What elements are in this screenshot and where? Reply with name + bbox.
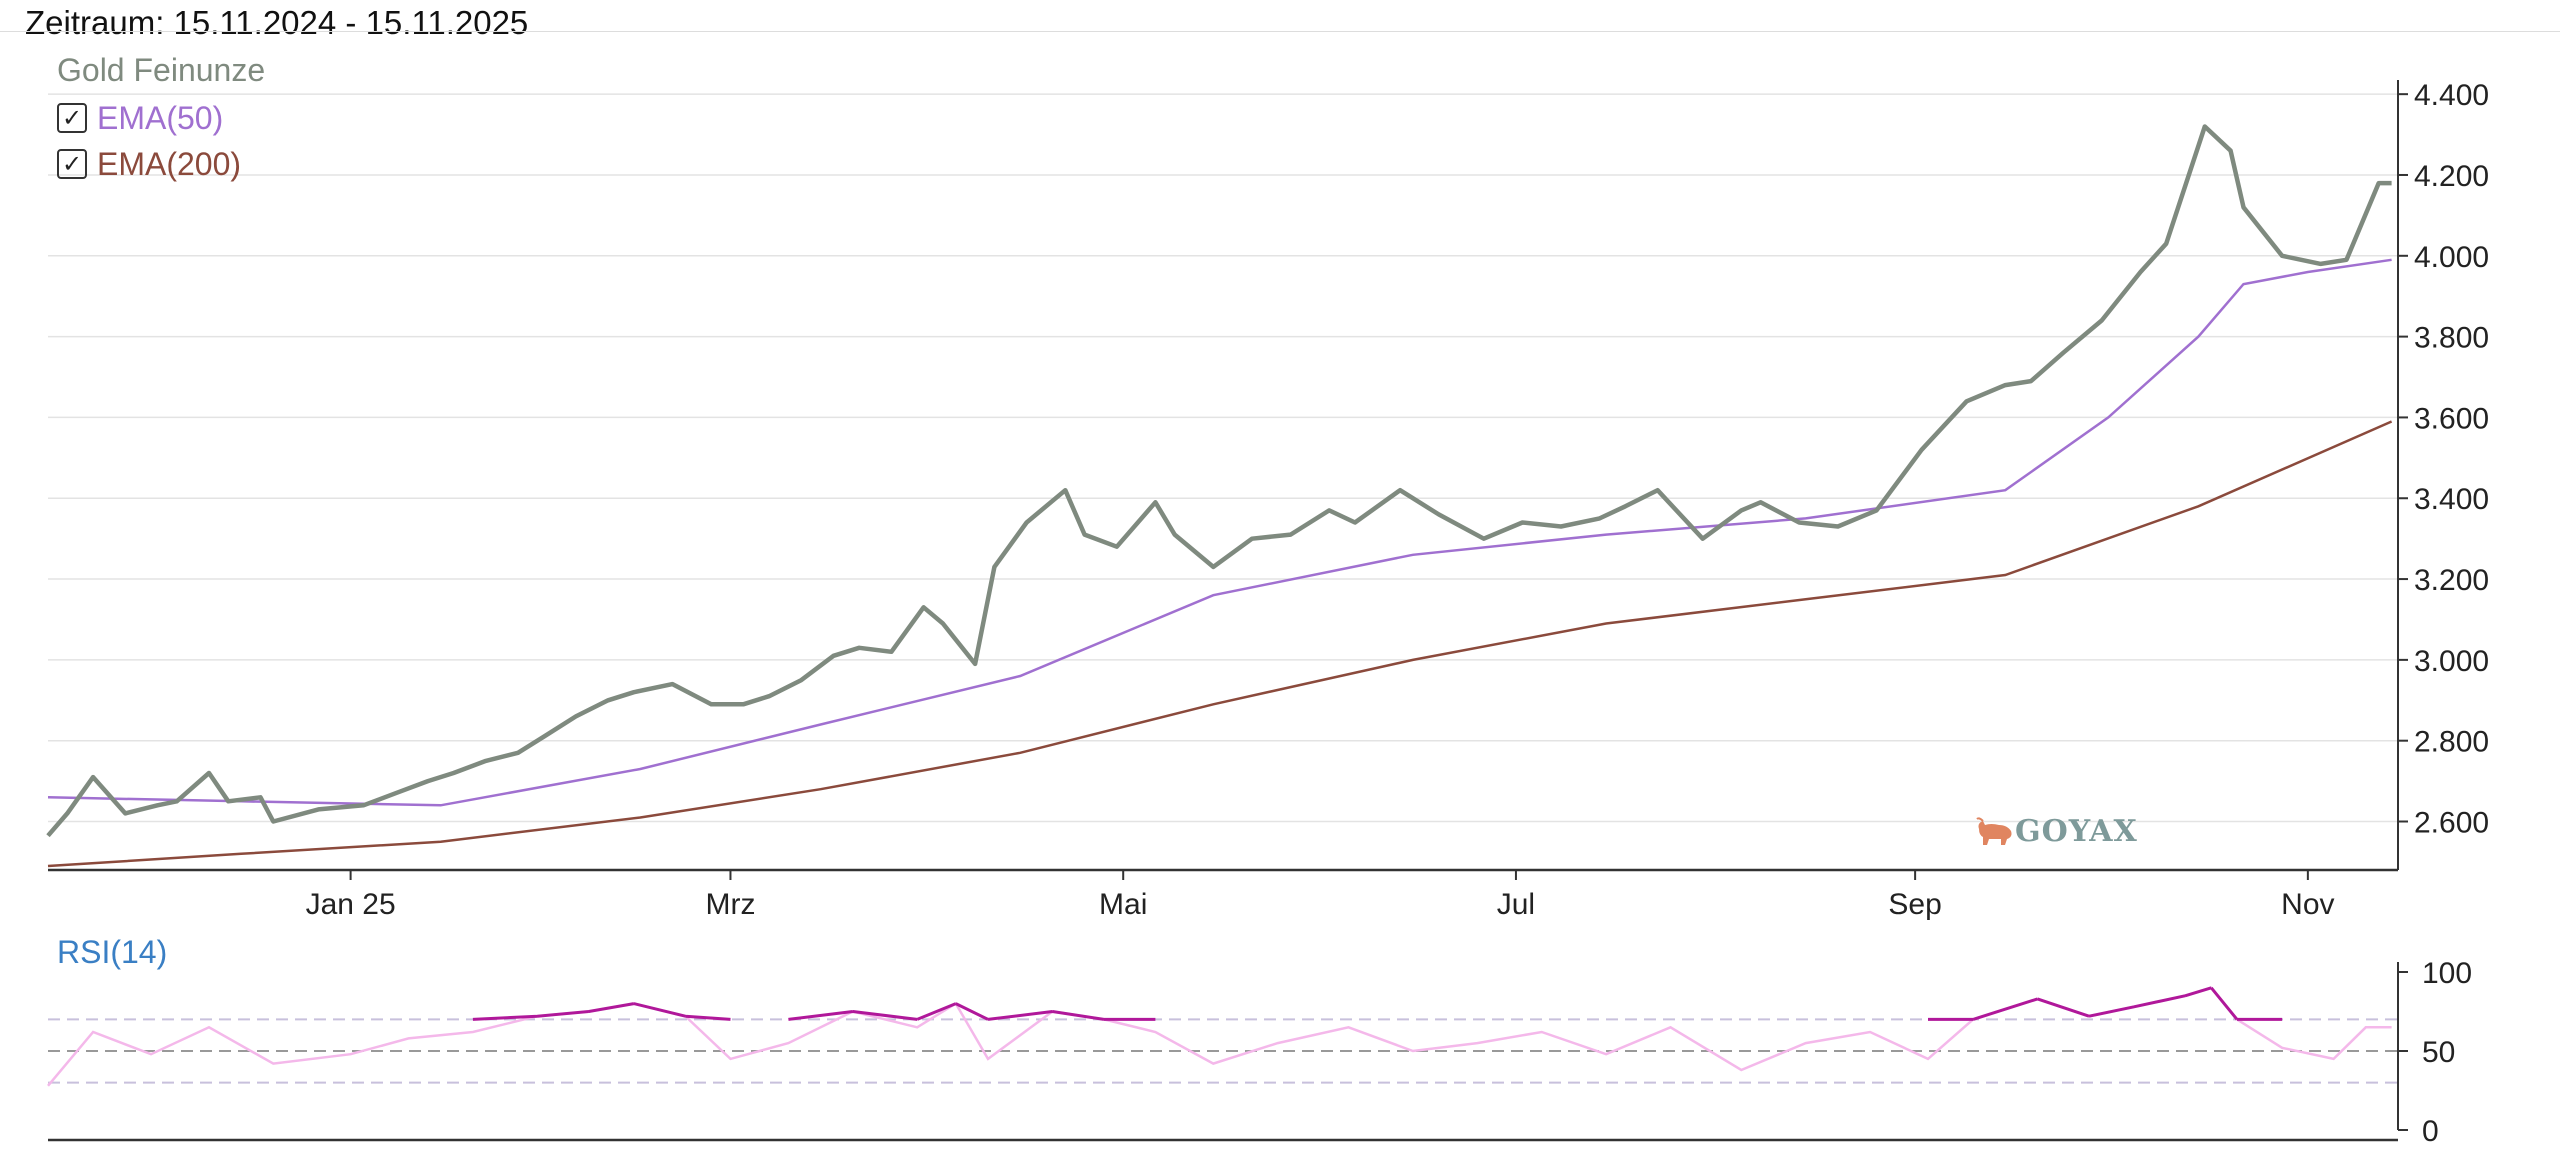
x-tick-label: Nov xyxy=(2281,888,2334,921)
x-tick-label: Sep xyxy=(1888,888,1941,921)
checkmark-icon: ✓ xyxy=(61,104,83,132)
y-tick-label: 4.400 xyxy=(2414,79,2489,112)
x-tick-label: Mrz xyxy=(705,888,755,921)
rsi-overbought-line xyxy=(472,986,2283,1021)
y-tick-label: 4.000 xyxy=(2414,241,2489,274)
checkmark-icon: ✓ xyxy=(61,150,83,178)
top-divider xyxy=(0,31,2560,32)
y-tick-label: 3.200 xyxy=(2414,564,2489,597)
legend-item-ema50[interactable]: ✓ EMA(50) xyxy=(57,95,265,141)
x-tick-label: Jul xyxy=(1497,888,1535,921)
series-line-ema50 xyxy=(47,258,2392,807)
series-line-gold xyxy=(46,124,2392,838)
y-tick-label: 4.200 xyxy=(2414,160,2489,193)
legend-instrument-label: Gold Feinunze xyxy=(57,52,266,88)
legend: Gold Feinunze ✓ EMA(50) ✓ EMA(200) xyxy=(57,52,265,187)
legend-label-ema50: EMA(50) xyxy=(97,99,224,136)
rsi-line xyxy=(47,986,2392,1087)
y-tick-label: 3.400 xyxy=(2414,483,2489,516)
y-tick-label: 3.000 xyxy=(2414,645,2489,678)
goyax-logo: GOYAX xyxy=(1975,814,2138,849)
rsi-y-tick-label: 50 xyxy=(2422,1036,2455,1069)
rsi-panel-title: RSI(14) xyxy=(57,934,168,970)
bull-icon xyxy=(1976,816,2012,845)
rsi-y-tick-label: 100 xyxy=(2422,957,2472,990)
x-tick-label: Mai xyxy=(1099,888,1147,921)
y-tick-label: 3.800 xyxy=(2414,322,2489,355)
logo-text: GOYAX xyxy=(2015,814,2138,849)
ema200-checkbox[interactable]: ✓ xyxy=(57,149,87,179)
page-title: Zeitraum: 15.11.2024 - 15.11.2025 xyxy=(25,4,529,41)
rsi-y-tick-label: 0 xyxy=(2422,1115,2439,1148)
series-line-ema200 xyxy=(47,420,2393,868)
y-tick-label: 2.600 xyxy=(2414,807,2489,840)
legend-label-ema200: EMA(200) xyxy=(97,145,242,182)
y-tick-label: 2.800 xyxy=(2414,726,2489,759)
ema50-checkbox[interactable]: ✓ xyxy=(57,103,87,133)
x-tick-label: Jan 25 xyxy=(306,888,396,921)
y-tick-label: 3.600 xyxy=(2414,402,2489,435)
legend-item-ema200[interactable]: ✓ EMA(200) xyxy=(57,141,265,187)
